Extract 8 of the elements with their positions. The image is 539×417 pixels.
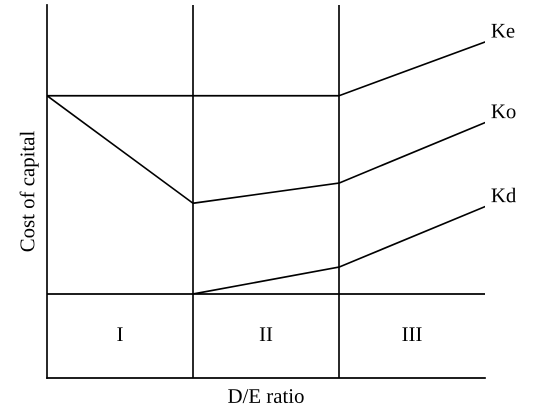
- x-axis-title: D/E ratio: [228, 389, 304, 404]
- annotation: II: [260, 327, 272, 342]
- y-axis-title: Cost of capital: [20, 131, 39, 252]
- series-label: Ko: [491, 104, 516, 118]
- series-label: Kd: [491, 188, 516, 202]
- annotation: I: [117, 327, 123, 342]
- series-label: Ke: [491, 24, 514, 38]
- annotation: III: [402, 327, 422, 342]
